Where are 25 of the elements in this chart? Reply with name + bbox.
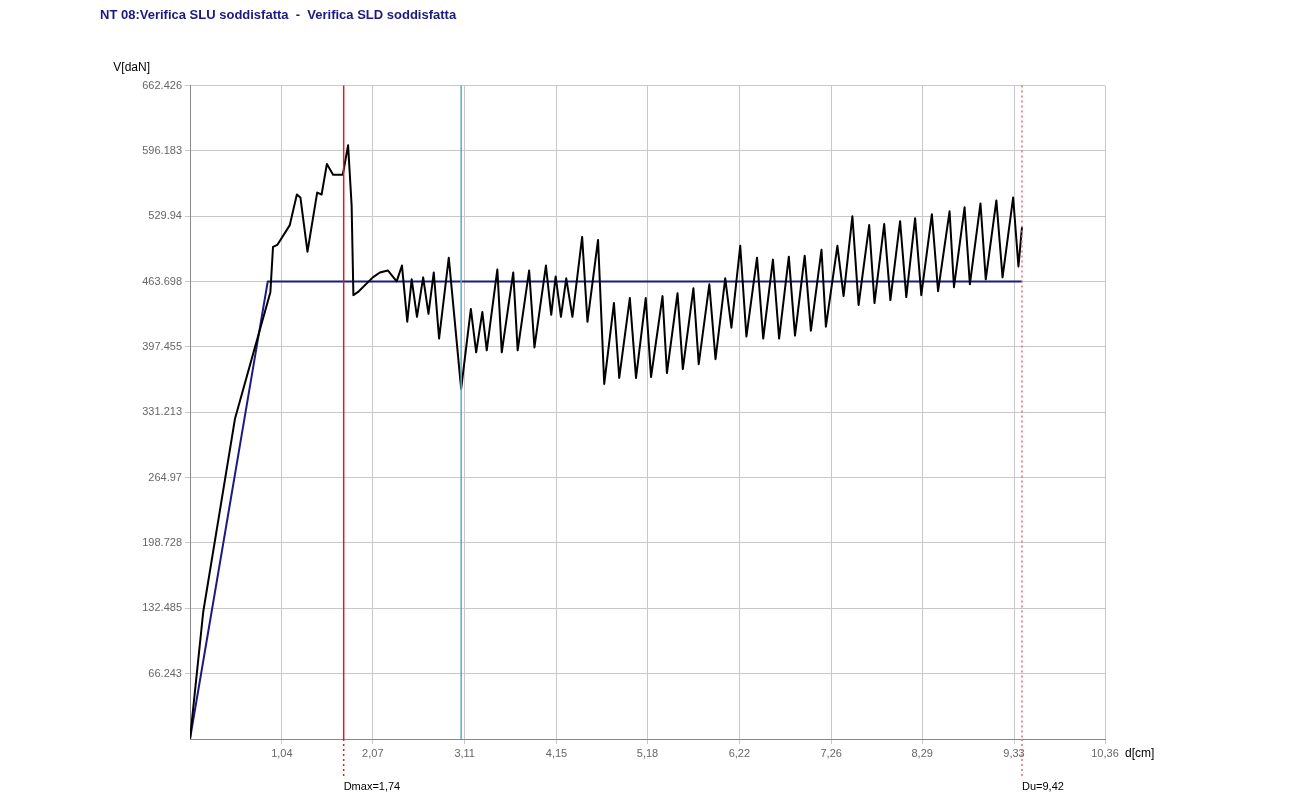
x-tick-label: 5,18 bbox=[636, 746, 659, 759]
chart-title: NT 08:Verifica SLU soddisfatta - Verifica SLD soddisfatta bbox=[100, 7, 457, 23]
y-axis-title: V[daN] bbox=[113, 59, 150, 74]
y-tick-label: 264.97 bbox=[148, 470, 182, 483]
x-tick-label: 2,07 bbox=[362, 746, 384, 759]
y-tick-label: 463.698 bbox=[142, 274, 182, 287]
x-tick-label: 7,26 bbox=[820, 746, 842, 759]
x-tick-label: 6,22 bbox=[728, 746, 751, 759]
y-tick-label: 198.728 bbox=[142, 536, 182, 549]
y-tick-label: 662.426 bbox=[142, 78, 182, 91]
y-tick-label: 132.485 bbox=[142, 601, 182, 614]
y-tick-label: 596.183 bbox=[142, 143, 182, 156]
x-tick-label: 4,15 bbox=[545, 746, 568, 759]
ref-line-label: Du=9,42 bbox=[1021, 779, 1064, 792]
x-tick-label: 1,04 bbox=[271, 746, 293, 759]
x-tick-label: 10,36 bbox=[1091, 746, 1119, 759]
x-tick-label: 3,11 bbox=[454, 746, 475, 759]
x-tick-label: 9,33 bbox=[1003, 746, 1025, 759]
y-tick-label: 66.243 bbox=[148, 666, 182, 679]
y-tick-label: 397.455 bbox=[142, 339, 182, 352]
x-tick-label: 8,29 bbox=[911, 746, 933, 759]
x-axis-title: d[cm] bbox=[1125, 746, 1155, 761]
y-tick-label: 529.94 bbox=[148, 209, 182, 222]
ref-line-label: Dmax=1,74 bbox=[343, 779, 401, 792]
y-tick-label: 331.213 bbox=[142, 405, 182, 418]
